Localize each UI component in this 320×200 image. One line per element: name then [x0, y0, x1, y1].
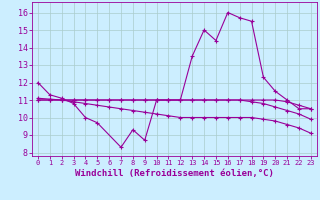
X-axis label: Windchill (Refroidissement éolien,°C): Windchill (Refroidissement éolien,°C) [75, 169, 274, 178]
